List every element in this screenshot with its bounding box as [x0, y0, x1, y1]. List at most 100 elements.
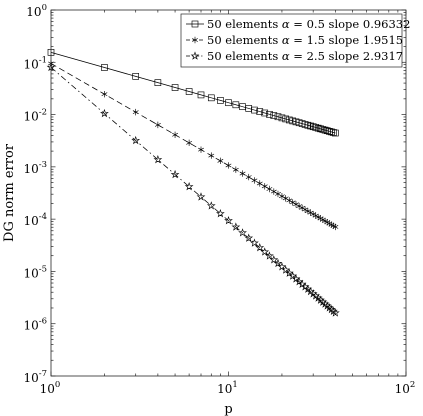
series-1-point — [217, 97, 224, 104]
y-tick-label-base: 10 — [23, 214, 38, 228]
series-1-point — [321, 126, 329, 134]
series-3-point — [224, 216, 233, 225]
y-tick-label: 10-4 — [23, 212, 47, 228]
series-2-point — [251, 177, 258, 184]
x-tick-label-base: 10 — [40, 382, 55, 396]
series-3-point — [100, 108, 109, 118]
series-1-point — [266, 110, 273, 118]
legend-prefix: 50 elements — [207, 17, 282, 31]
series-1-point — [307, 122, 314, 130]
y-axis-label: DG norm error — [2, 143, 17, 242]
series-3-point — [284, 268, 294, 277]
series-2-point — [256, 180, 263, 187]
series-3-point — [131, 135, 141, 145]
y-tick-label: 10-6 — [23, 317, 47, 333]
x-tick-label-base: 10 — [217, 382, 232, 396]
y-tick-label: 10-3 — [23, 160, 47, 176]
series-3-point — [244, 233, 254, 242]
series-3-point — [273, 258, 283, 268]
series-3-line — [50, 67, 336, 314]
series-2-point — [186, 139, 193, 147]
series-1-point — [256, 108, 264, 115]
series-2-point — [239, 170, 246, 177]
legend-prefix: 50 elements — [207, 49, 282, 63]
y-tick-label-exp: -3 — [39, 160, 47, 170]
series-1-point — [197, 91, 205, 99]
legend-symbol: α — [282, 49, 290, 63]
x-tick-label: 100 — [40, 380, 61, 396]
series-3-point — [250, 238, 259, 247]
series-1-point — [274, 113, 282, 121]
legend-symbol: α — [282, 33, 290, 47]
series-1-point — [270, 112, 278, 119]
y-tick-label-base: 10 — [23, 266, 38, 280]
series-1-point — [319, 126, 327, 133]
x-axis-label: p — [224, 402, 232, 416]
y-tick-label-exp: -5 — [39, 264, 47, 274]
series-1-point — [225, 99, 232, 107]
y-tick-label-exp: -2 — [39, 108, 47, 118]
series-1-point — [171, 84, 179, 91]
y-tick-label-exp: -7 — [39, 369, 47, 379]
x-tick-label: 102 — [395, 380, 416, 396]
series-2-point — [245, 173, 252, 181]
series-1-point — [309, 123, 317, 131]
series-2-point — [332, 223, 339, 231]
series-1-point — [330, 129, 337, 136]
y-tick-label-exp: -6 — [39, 317, 47, 327]
y-tick-label: 10-7 — [23, 369, 47, 385]
series-1-point — [251, 106, 258, 114]
series-3-point — [277, 262, 287, 271]
y-tick-label-base: 10 — [23, 371, 38, 385]
series-3-point — [255, 243, 265, 252]
series-1-point — [101, 64, 108, 71]
series-1-point — [285, 116, 293, 124]
series-1-point — [185, 88, 193, 95]
y-tick-label: 10-5 — [23, 264, 47, 280]
series-1-point — [232, 101, 240, 109]
series-2-point — [208, 152, 215, 159]
series-1-point — [332, 129, 339, 137]
y-tick-label: 10-2 — [23, 108, 47, 124]
series-2-point — [217, 157, 224, 165]
series-3-point — [269, 255, 279, 264]
series-1-point — [154, 79, 162, 86]
series-2-point — [232, 166, 239, 173]
series-3-point — [184, 182, 194, 191]
series-3-point — [281, 265, 291, 274]
series-1-point — [314, 124, 322, 132]
series-2-point — [101, 90, 108, 98]
legend-box — [180, 13, 403, 68]
series-2 — [48, 60, 339, 231]
x-tick-label-exp: 2 — [410, 380, 415, 390]
series-3-point — [265, 251, 274, 260]
legend-suffix: = 0.5 slope 0.96332 — [290, 17, 411, 31]
y-tick-label-exp: 0 — [42, 3, 47, 13]
series-2-point — [132, 108, 139, 116]
legend-entry-1: 50 elements α = 0.5 slope 0.96332 — [207, 17, 410, 31]
series-3-point — [216, 209, 225, 218]
legend-marker-3 — [190, 51, 200, 60]
series-1-point — [132, 73, 140, 80]
legend-entry-2: 50 elements α = 1.5 slope 1.9515 — [207, 33, 403, 47]
series-2-point — [225, 162, 232, 169]
series-1-point — [312, 124, 320, 131]
y-tick-label-base: 10 — [23, 319, 38, 333]
series-3-point — [170, 169, 180, 179]
series-1-point — [261, 109, 269, 117]
series-2-point — [172, 131, 179, 138]
y-tick-label: 10-1 — [23, 55, 47, 71]
x-tick-label-base: 10 — [395, 382, 410, 396]
series-3-point — [196, 192, 206, 201]
legend-suffix: = 2.5 slope 2.9317 — [290, 49, 403, 63]
series-3-point — [238, 228, 247, 237]
series-layer — [46, 49, 340, 317]
series-3-point — [260, 247, 270, 256]
series-2-point — [261, 183, 268, 190]
y-tick-label-base: 10 — [26, 5, 41, 19]
legend-symbol: α — [282, 17, 290, 31]
series-1-point — [317, 125, 324, 133]
